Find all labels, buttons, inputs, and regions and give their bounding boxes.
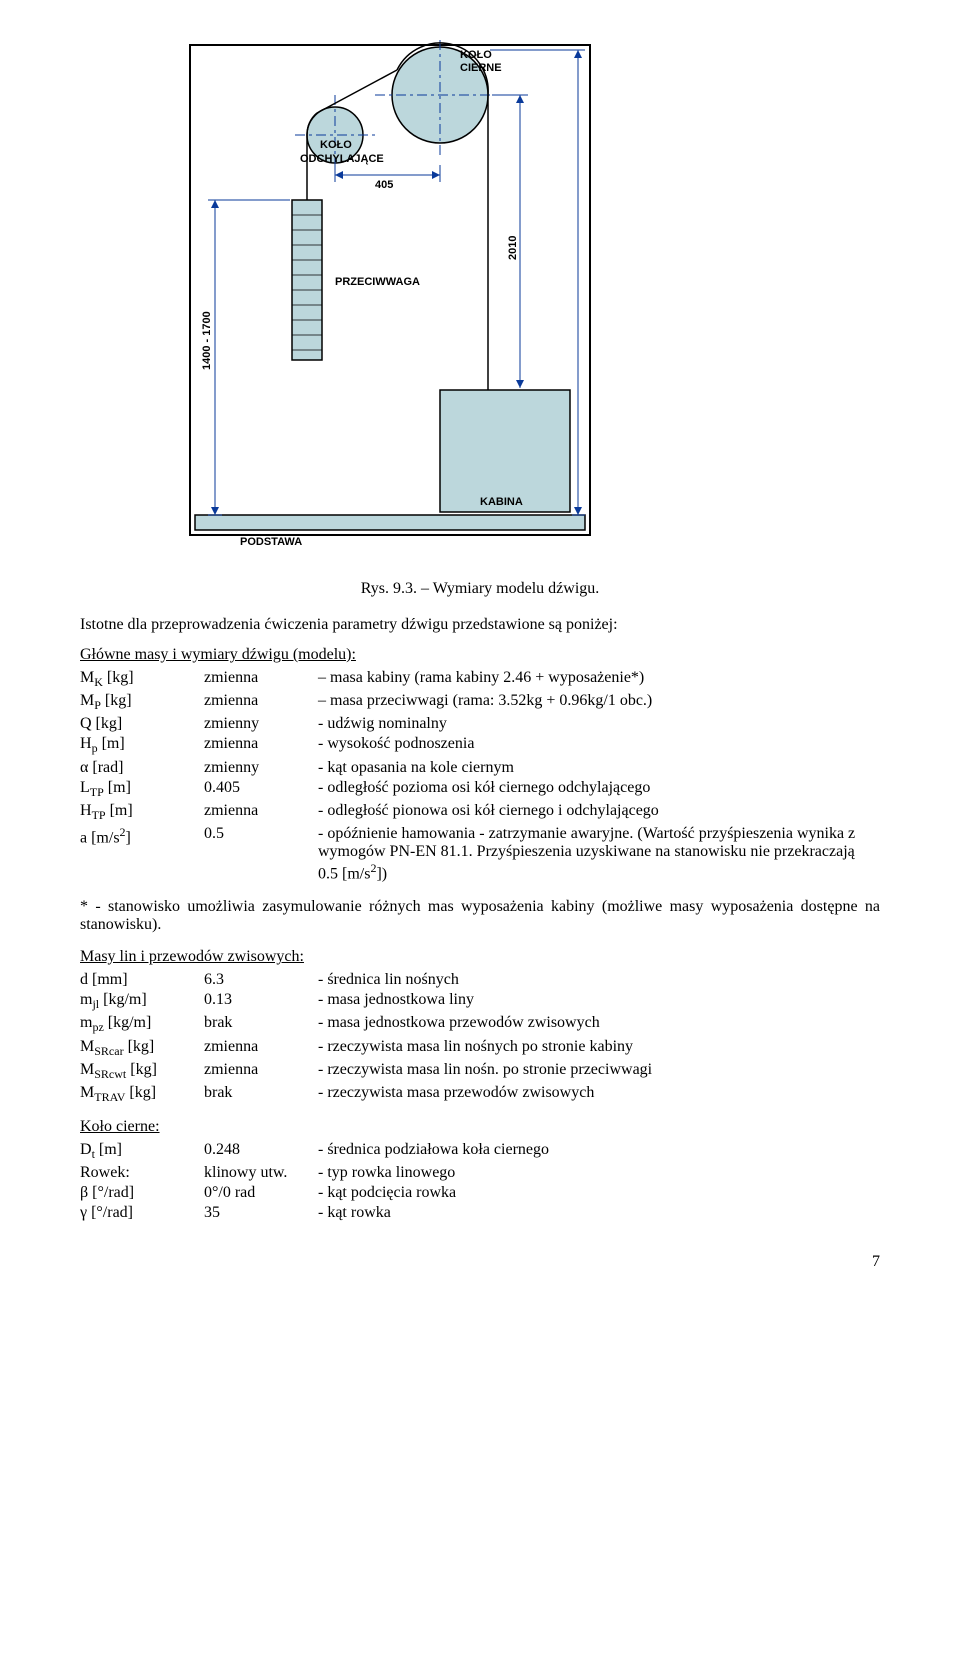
elevator-diagram: PODSTAWA KOŁO CIERNE PRZECIWWAGA — [120, 40, 600, 560]
table-row: Hp [m]zmienna- wysokość podnoszenia — [80, 734, 880, 757]
param-symbol: γ [°/rad] — [80, 1203, 204, 1223]
dim-1400-1700: 1400 - 1700 — [201, 311, 213, 370]
param-description: - średnica podziałowa koła ciernego — [318, 1140, 880, 1163]
label-counterweight: PRZECIWWAGA — [335, 276, 420, 288]
footnote: * - stanowisko umożliwia zasymulowanie r… — [80, 898, 880, 934]
param-description: - opóźnienie hamowania - zatrzymanie awa… — [318, 824, 880, 884]
param-symbol: a [m/s2] — [80, 824, 204, 884]
param-symbol: LTP [m] — [80, 778, 204, 801]
figure-caption: Rys. 9.3. – Wymiary modelu dźwigu. — [80, 580, 880, 598]
param-description: - typ rowka linowego — [318, 1163, 880, 1183]
param-description: – masa przeciwwagi (rama: 3.52kg + 0.96k… — [318, 691, 880, 714]
label-deflection-2: ODCHYLAJĄCE — [300, 153, 384, 165]
param-value: zmienna — [204, 1037, 318, 1060]
dim-2010: 2010 — [507, 236, 519, 260]
param-symbol: MP [kg] — [80, 691, 204, 714]
section-title-ropes: Masy lin i przewodów zwisowych: — [80, 948, 880, 966]
table-row: MP [kg]zmienna– masa przeciwwagi (rama: … — [80, 691, 880, 714]
param-value: 0.405 — [204, 778, 318, 801]
param-value: 0°/0 rad — [204, 1183, 318, 1203]
table-row: mpz [kg/m]brak- masa jednostkowa przewod… — [80, 1013, 880, 1036]
table-ropes: d [mm]6.3- średnica lin nośnychmjl [kg/m… — [80, 970, 880, 1106]
param-value: zmienna — [204, 691, 318, 714]
param-symbol: MTRAV [kg] — [80, 1083, 204, 1106]
param-value: zmienny — [204, 714, 318, 734]
param-description: – masa kabiny (rama kabiny 2.46 + wyposa… — [318, 668, 880, 691]
param-description: - rzeczywista masa lin nośnych po stroni… — [318, 1037, 880, 1060]
param-value: zmienna — [204, 1060, 318, 1083]
param-symbol: mpz [kg/m] — [80, 1013, 204, 1036]
param-symbol: MSRcwt [kg] — [80, 1060, 204, 1083]
table-row: HTP [m]zmienna- odległość pionowa osi kó… — [80, 801, 880, 824]
param-symbol: d [mm] — [80, 970, 204, 990]
table-main: MK [kg]zmienna– masa kabiny (rama kabiny… — [80, 668, 880, 884]
table-row: MK [kg]zmienna– masa kabiny (rama kabiny… — [80, 668, 880, 691]
table-row: mjl [kg/m]0.13- masa jednostkowa liny — [80, 990, 880, 1013]
section-title-wheel: Koło cierne: — [80, 1118, 880, 1136]
param-symbol: Rowek: — [80, 1163, 204, 1183]
param-symbol: MSRcar [kg] — [80, 1037, 204, 1060]
param-value: zmienny — [204, 758, 318, 778]
param-symbol: Dt [m] — [80, 1140, 204, 1163]
param-symbol: MK [kg] — [80, 668, 204, 691]
label-base: PODSTAWA — [240, 536, 302, 548]
param-description: - kąt opasania na kole ciernym — [318, 758, 880, 778]
diagram-container: PODSTAWA KOŁO CIERNE PRZECIWWAGA — [120, 40, 880, 560]
table-row: MTRAV [kg]brak- rzeczywista masa przewod… — [80, 1083, 880, 1106]
param-value: zmienna — [204, 668, 318, 691]
param-description: - odległość pionowa osi kół ciernego i o… — [318, 801, 880, 824]
param-description: - udźwig nominalny — [318, 714, 880, 734]
param-value: 35 — [204, 1203, 318, 1223]
table-row: β [°/rad]0°/0 rad- kąt podcięcia rowka — [80, 1183, 880, 1203]
page-number: 7 — [80, 1253, 880, 1271]
param-value: brak — [204, 1083, 318, 1106]
param-symbol: Q [kg] — [80, 714, 204, 734]
param-description: - masa jednostkowa przewodów zwisowych — [318, 1013, 880, 1036]
label-cabin: KABINA — [480, 496, 523, 508]
table-row: γ [°/rad]35- kąt rowka — [80, 1203, 880, 1223]
table-row: d [mm]6.3- średnica lin nośnych — [80, 970, 880, 990]
param-symbol: α [rad] — [80, 758, 204, 778]
intro-text: Istotne dla przeprowadzenia ćwiczenia pa… — [80, 616, 880, 634]
param-description: - średnica lin nośnych — [318, 970, 880, 990]
label-friction-wheel-2: CIERNE — [460, 62, 502, 74]
param-value: 0.248 — [204, 1140, 318, 1163]
param-description: - rzeczywista masa lin nośn. po stronie … — [318, 1060, 880, 1083]
param-symbol: Hp [m] — [80, 734, 204, 757]
param-value: brak — [204, 1013, 318, 1036]
param-value: 6.3 — [204, 970, 318, 990]
table-row: Q [kg]zmienny- udźwig nominalny — [80, 714, 880, 734]
table-row: MSRcwt [kg]zmienna- rzeczywista masa lin… — [80, 1060, 880, 1083]
param-symbol: mjl [kg/m] — [80, 990, 204, 1013]
param-description: - kąt rowka — [318, 1203, 880, 1223]
label-deflection-1: KOŁO — [320, 139, 352, 151]
table-row: Rowek:klinowy utw.- typ rowka linowego — [80, 1163, 880, 1183]
param-description: - odległość pozioma osi kół ciernego odc… — [318, 778, 880, 801]
table-row: α [rad]zmienny- kąt opasania na kole cie… — [80, 758, 880, 778]
param-value: zmienna — [204, 734, 318, 757]
section-title-main: Główne masy i wymiary dźwigu (modelu): — [80, 646, 880, 664]
table-row: a [m/s2]0.5- opóźnienie hamowania - zatr… — [80, 824, 880, 884]
table-row: Dt [m]0.248- średnica podziałowa koła ci… — [80, 1140, 880, 1163]
param-value: 0.13 — [204, 990, 318, 1013]
param-value: zmienna — [204, 801, 318, 824]
param-description: - rzeczywista masa przewodów zwisowych — [318, 1083, 880, 1106]
param-value: 0.5 — [204, 824, 318, 884]
param-value: klinowy utw. — [204, 1163, 318, 1183]
param-description: - masa jednostkowa liny — [318, 990, 880, 1013]
param-description: - kąt podcięcia rowka — [318, 1183, 880, 1203]
table-row: LTP [m]0.405- odległość pozioma osi kół … — [80, 778, 880, 801]
table-row: MSRcar [kg]zmienna- rzeczywista masa lin… — [80, 1037, 880, 1060]
param-symbol: HTP [m] — [80, 801, 204, 824]
param-description: - wysokość podnoszenia — [318, 734, 880, 757]
param-symbol: β [°/rad] — [80, 1183, 204, 1203]
table-wheel: Dt [m]0.248- średnica podziałowa koła ci… — [80, 1140, 880, 1223]
dim-405: 405 — [375, 179, 393, 191]
